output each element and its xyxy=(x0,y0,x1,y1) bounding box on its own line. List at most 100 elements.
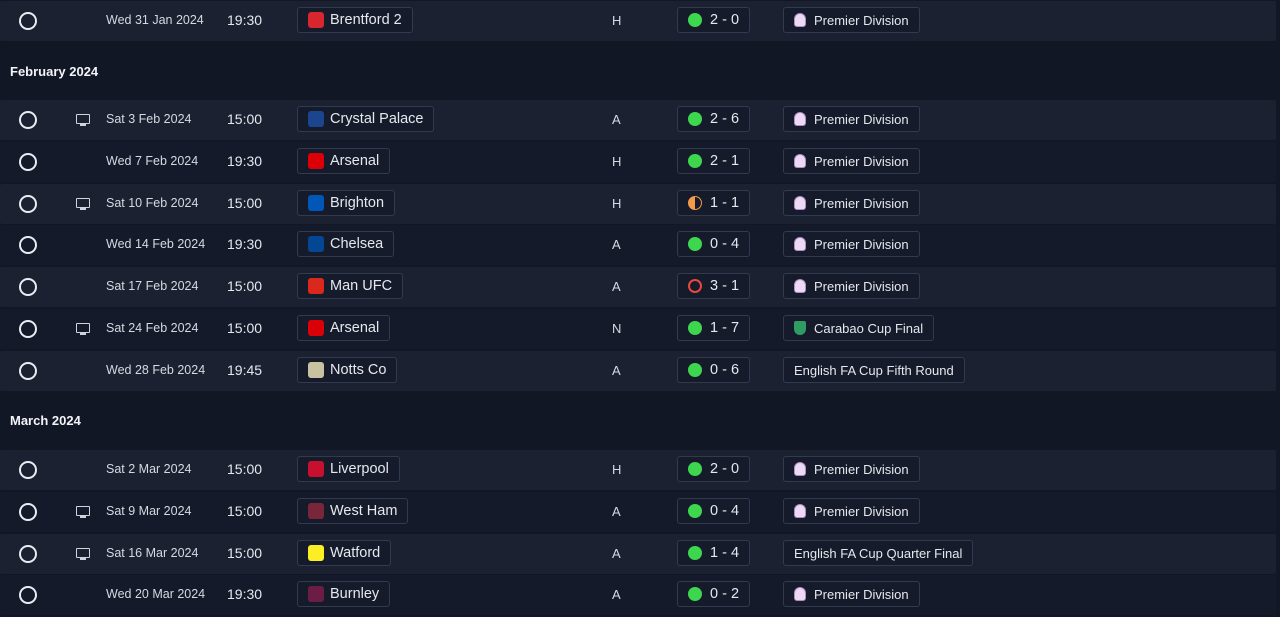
venue: A xyxy=(612,546,621,561)
competition-link[interactable]: Premier Division xyxy=(783,106,920,132)
competition-link[interactable]: English FA Cup Quarter Final xyxy=(783,540,974,566)
result-link[interactable]: 0 - 2 xyxy=(677,581,751,607)
competition-name: Premier Division xyxy=(814,503,909,519)
result-link[interactable]: 0 - 6 xyxy=(677,357,751,383)
premier-division-icon xyxy=(794,154,806,168)
fixture-row[interactable]: Sat 10 Feb 2024 15:00 Brighton H 1 - 1 Premie… xyxy=(0,184,1276,224)
score: 0 - 4 xyxy=(710,236,740,252)
competition-link[interactable]: English FA Cup Fifth Round xyxy=(783,357,965,383)
opponent-link[interactable]: Crystal Palace xyxy=(297,106,435,132)
premier-division-icon xyxy=(794,504,806,518)
score: 0 - 6 xyxy=(710,362,740,378)
fixture-date: Sat 24 Feb 2024 xyxy=(106,321,199,335)
opponent-link[interactable]: Notts Co xyxy=(297,357,398,383)
brentford-crest-icon xyxy=(308,12,324,28)
fixture-row[interactable]: Sat 16 Mar 2024 15:00 Watford A 1 - 4 English… xyxy=(0,534,1276,574)
competition-name: Carabao Cup Final xyxy=(814,320,924,336)
fixture-time: 19:30 xyxy=(227,153,263,169)
fixture-row[interactable]: Wed 28 Feb 2024 19:45 Notts Co A 0 - 6 Englis… xyxy=(0,351,1276,391)
opponent-link[interactable]: Arsenal xyxy=(297,315,391,341)
result-link[interactable]: 2 - 0 xyxy=(677,7,751,33)
fixture-time: 15:00 xyxy=(227,320,263,336)
opponent-name: Notts Co xyxy=(330,362,387,378)
fixture-row[interactable]: Wed 7 Feb 2024 19:30 Arsenal H 2 - 1 Premier … xyxy=(0,142,1276,182)
tv-icon xyxy=(76,198,90,210)
status-circle-icon[interactable] xyxy=(19,195,37,213)
west-ham-crest-icon xyxy=(308,503,324,519)
fixture-time: 15:00 xyxy=(227,461,263,477)
opponent-link[interactable]: Man UFC xyxy=(297,273,404,299)
status-circle-icon[interactable] xyxy=(19,320,37,338)
status-circle-icon[interactable] xyxy=(19,461,37,479)
result-link[interactable]: 1 - 1 xyxy=(677,190,751,216)
opponent-link[interactable]: Watford xyxy=(297,540,392,566)
fixture-date: Wed 14 Feb 2024 xyxy=(106,237,206,251)
competition-name: Premier Division xyxy=(814,278,909,294)
fixture-date: Sat 17 Feb 2024 xyxy=(106,279,199,293)
competition-link[interactable]: Premier Division xyxy=(783,456,920,482)
competition-name: Premier Division xyxy=(814,236,909,252)
competition-link[interactable]: Premier Division xyxy=(783,190,920,216)
opponent-name: Liverpool xyxy=(330,461,389,477)
fixture-row[interactable]: Wed 31 Jan 2024 19:30 Brentford 2 H 2 - 0 Pre… xyxy=(0,1,1276,41)
result-loss-icon xyxy=(688,279,702,293)
opponent-link[interactable]: Brentford 2 xyxy=(297,7,413,33)
fixture-date: Wed 28 Feb 2024 xyxy=(106,363,206,377)
fixture-row[interactable]: Wed 14 Feb 2024 19:30 Chelsea A 0 - 4 Premier… xyxy=(0,225,1276,265)
competition-link[interactable]: Carabao Cup Final xyxy=(783,315,935,341)
result-win-icon xyxy=(688,504,702,518)
competition-link[interactable]: Premier Division xyxy=(783,148,920,174)
premier-division-icon xyxy=(794,279,806,293)
venue: A xyxy=(612,363,621,378)
status-circle-icon[interactable] xyxy=(19,362,37,380)
status-circle-icon[interactable] xyxy=(19,236,37,254)
status-circle-icon[interactable] xyxy=(19,153,37,171)
fixture-row[interactable]: Sat 9 Mar 2024 15:00 West Ham A 0 - 4 Premier… xyxy=(0,492,1276,532)
score: 2 - 0 xyxy=(710,12,740,28)
result-link[interactable]: 2 - 1 xyxy=(677,148,751,174)
opponent-name: Man UFC xyxy=(330,278,393,294)
opponent-name: West Ham xyxy=(330,503,398,519)
carabao-cup-icon xyxy=(794,321,806,335)
result-link[interactable]: 0 - 4 xyxy=(677,498,751,524)
result-link[interactable]: 2 - 0 xyxy=(677,456,751,482)
competition-link[interactable]: Premier Division xyxy=(783,7,920,33)
competition-link[interactable]: Premier Division xyxy=(783,498,920,524)
opponent-name: Arsenal xyxy=(330,320,380,336)
status-circle-icon[interactable] xyxy=(19,111,37,129)
competition-link[interactable]: Premier Division xyxy=(783,581,920,607)
competition-name: Premier Division xyxy=(814,153,909,169)
opponent-link[interactable]: Arsenal xyxy=(297,148,391,174)
competition-link[interactable]: Premier Division xyxy=(783,273,920,299)
opponent-link[interactable]: Brighton xyxy=(297,190,396,216)
premier-division-icon xyxy=(794,112,806,126)
fixture-time: 19:30 xyxy=(227,12,263,28)
man-ufc-crest-icon xyxy=(308,278,324,294)
fixture-row[interactable]: Wed 20 Mar 2024 19:30 Burnley A 0 - 2 Premier… xyxy=(0,575,1276,615)
status-circle-icon[interactable] xyxy=(19,278,37,296)
status-circle-icon[interactable] xyxy=(19,586,37,604)
premier-division-icon xyxy=(794,13,806,27)
fixture-row[interactable]: Sat 2 Mar 2024 15:00 Liverpool H 2 - 0 Premie… xyxy=(0,450,1276,490)
score: 0 - 4 xyxy=(710,503,740,519)
status-circle-icon[interactable] xyxy=(19,503,37,521)
fixture-row[interactable]: Sat 17 Feb 2024 15:00 Man UFC A 3 - 1 Premier… xyxy=(0,267,1276,307)
status-circle-icon[interactable] xyxy=(19,12,37,30)
result-link[interactable]: 3 - 1 xyxy=(677,273,751,299)
venue: A xyxy=(612,112,621,127)
fixture-row[interactable]: Sat 24 Feb 2024 15:00 Arsenal N 1 - 7 Carabao… xyxy=(0,309,1276,349)
opponent-link[interactable]: West Ham xyxy=(297,498,409,524)
result-link[interactable]: 0 - 4 xyxy=(677,231,751,257)
opponent-link[interactable]: Chelsea xyxy=(297,231,395,257)
result-link[interactable]: 1 - 4 xyxy=(677,540,751,566)
competition-name: English FA Cup Quarter Final xyxy=(794,545,963,561)
fixture-row[interactable]: Sat 3 Feb 2024 15:00 Crystal Palace A 2 - 6 P… xyxy=(0,100,1276,140)
status-circle-icon[interactable] xyxy=(19,545,37,563)
opponent-link[interactable]: Burnley xyxy=(297,581,391,607)
competition-link[interactable]: Premier Division xyxy=(783,231,920,257)
venue: H xyxy=(612,462,622,477)
result-link[interactable]: 1 - 7 xyxy=(677,315,751,341)
opponent-link[interactable]: Liverpool xyxy=(297,456,400,482)
result-link[interactable]: 2 - 6 xyxy=(677,106,751,132)
venue: H xyxy=(612,13,622,28)
